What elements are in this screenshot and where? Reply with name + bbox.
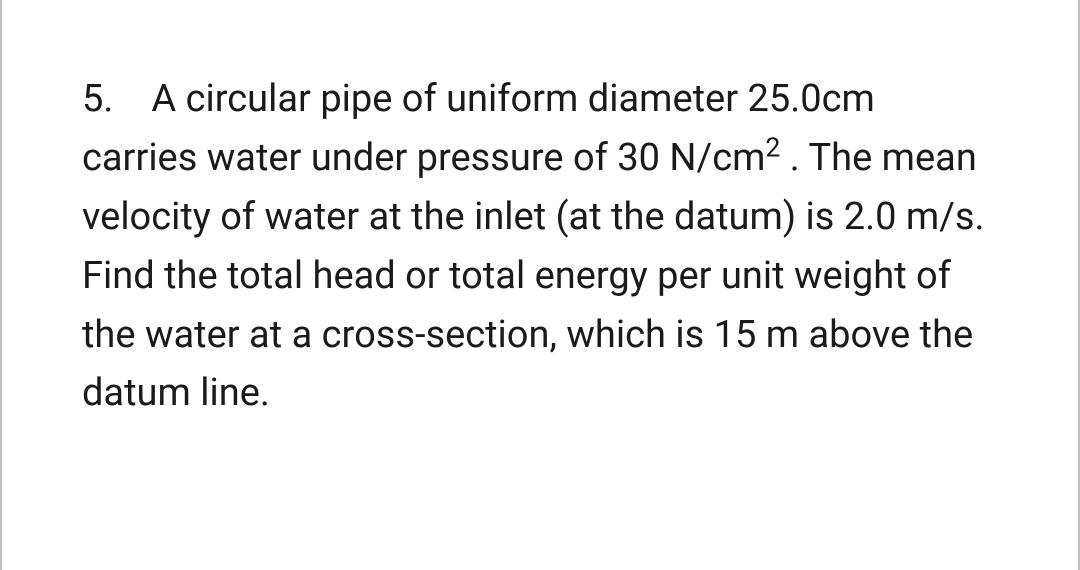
- problem-text: 5.A circular pipe of uniform diameter 25…: [82, 70, 998, 423]
- problem-body-part1: A circular pipe of uniform diameter 25.0…: [82, 77, 875, 180]
- problem-number: 5.: [82, 70, 113, 129]
- problem-container: 5.A circular pipe of uniform diameter 25…: [2, 0, 1078, 463]
- unit-superscript: 2: [765, 132, 780, 163]
